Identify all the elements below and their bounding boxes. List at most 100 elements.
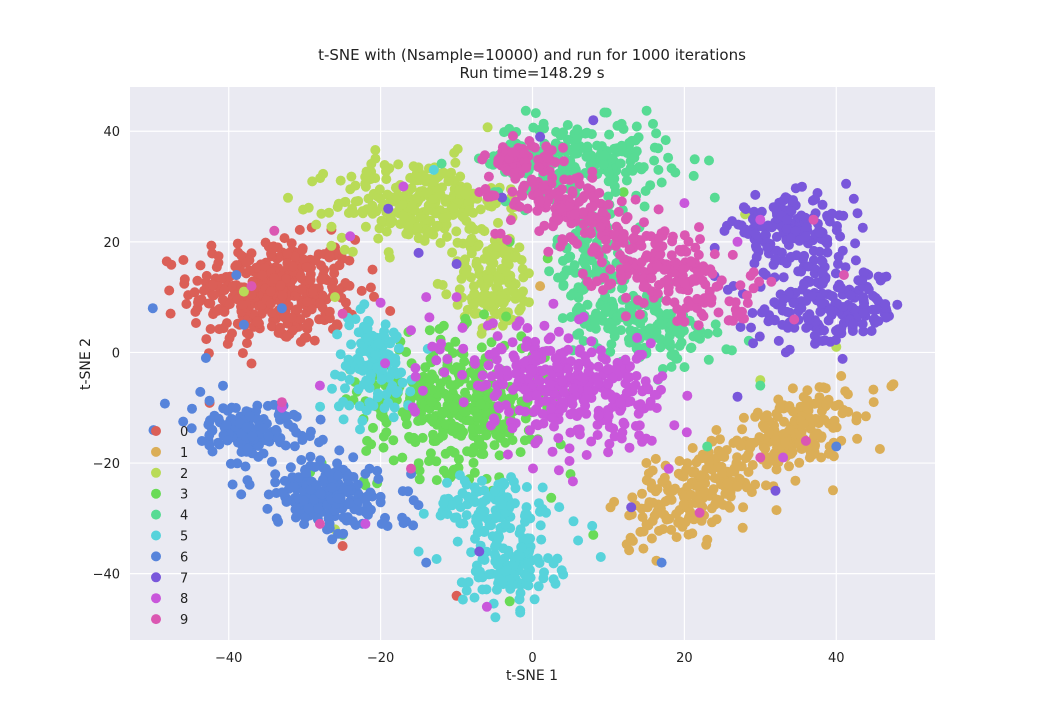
data-point bbox=[782, 306, 792, 317]
data-point bbox=[412, 222, 423, 233]
data-point bbox=[244, 479, 255, 490]
data-point bbox=[837, 353, 848, 364]
data-point bbox=[755, 214, 766, 225]
data-point bbox=[831, 422, 842, 433]
data-point bbox=[401, 419, 412, 430]
data-point bbox=[682, 482, 693, 493]
data-point bbox=[389, 402, 400, 413]
data-point bbox=[814, 228, 825, 238]
data-point bbox=[350, 314, 361, 325]
data-point bbox=[477, 584, 488, 595]
data-point bbox=[326, 240, 337, 251]
data-point bbox=[565, 251, 576, 262]
data-point bbox=[788, 195, 799, 206]
data-point bbox=[830, 335, 841, 345]
data-point bbox=[186, 423, 197, 434]
data-point bbox=[612, 120, 623, 131]
data-point bbox=[641, 458, 652, 468]
data-point bbox=[477, 497, 488, 508]
data-point bbox=[440, 196, 451, 207]
data-point bbox=[316, 274, 327, 285]
data-point bbox=[629, 152, 640, 163]
x-tick-label: 20 bbox=[676, 651, 693, 666]
data-point bbox=[558, 270, 569, 281]
data-point bbox=[748, 338, 759, 349]
data-point bbox=[627, 165, 638, 176]
data-point bbox=[653, 374, 663, 385]
data-point bbox=[456, 430, 467, 441]
data-point bbox=[531, 390, 542, 401]
data-point bbox=[276, 303, 287, 314]
data-point bbox=[750, 479, 761, 490]
data-point bbox=[447, 500, 458, 511]
data-point bbox=[471, 516, 482, 527]
data-point bbox=[366, 439, 377, 450]
data-point bbox=[630, 224, 641, 235]
data-point bbox=[598, 285, 608, 296]
data-point bbox=[179, 274, 190, 285]
data-point bbox=[636, 257, 647, 268]
data-point bbox=[595, 552, 606, 562]
data-point bbox=[448, 422, 459, 433]
data-point bbox=[547, 413, 558, 424]
data-point bbox=[244, 265, 255, 276]
data-point bbox=[346, 171, 357, 182]
data-point bbox=[469, 482, 480, 493]
data-point bbox=[277, 487, 288, 498]
data-point bbox=[301, 262, 312, 273]
data-point bbox=[559, 347, 569, 358]
data-point bbox=[609, 181, 620, 192]
data-point bbox=[231, 260, 242, 271]
data-point bbox=[624, 337, 635, 348]
data-point bbox=[361, 166, 372, 177]
data-point bbox=[244, 411, 255, 422]
data-point bbox=[666, 494, 677, 505]
data-point bbox=[275, 322, 285, 333]
data-point bbox=[768, 202, 779, 213]
data-point bbox=[355, 347, 366, 357]
data-point bbox=[568, 383, 579, 394]
data-point bbox=[270, 469, 281, 480]
data-point bbox=[279, 475, 290, 486]
data-point bbox=[790, 226, 801, 237]
series-1-points bbox=[535, 281, 899, 566]
data-point bbox=[603, 447, 614, 458]
data-point bbox=[553, 191, 564, 202]
data-point bbox=[645, 323, 655, 334]
data-point bbox=[745, 437, 756, 448]
data-point bbox=[755, 380, 766, 391]
data-point bbox=[574, 328, 585, 339]
data-point bbox=[314, 298, 325, 308]
data-point bbox=[338, 396, 349, 407]
data-point bbox=[483, 274, 494, 285]
data-point bbox=[353, 196, 364, 206]
data-point bbox=[481, 601, 492, 612]
data-point bbox=[733, 219, 744, 230]
data-point bbox=[487, 318, 498, 329]
data-point bbox=[732, 452, 743, 463]
data-point bbox=[216, 273, 227, 284]
data-point bbox=[824, 305, 835, 315]
data-point bbox=[626, 502, 637, 513]
data-point bbox=[477, 381, 488, 392]
data-point bbox=[442, 477, 452, 488]
data-point bbox=[301, 468, 312, 478]
data-point bbox=[193, 295, 204, 306]
data-point bbox=[334, 260, 345, 271]
data-point bbox=[476, 328, 487, 339]
data-point bbox=[418, 508, 429, 519]
data-point bbox=[191, 318, 201, 328]
data-point bbox=[748, 267, 759, 278]
data-point bbox=[359, 299, 370, 310]
data-point bbox=[490, 612, 501, 623]
data-point bbox=[374, 223, 385, 234]
data-point bbox=[743, 229, 754, 239]
data-point bbox=[572, 238, 583, 249]
data-point bbox=[581, 450, 592, 460]
data-point bbox=[534, 558, 545, 568]
data-point bbox=[316, 208, 327, 219]
data-point bbox=[669, 420, 680, 431]
data-point bbox=[816, 452, 827, 463]
data-point bbox=[510, 368, 521, 379]
data-point bbox=[566, 218, 577, 229]
